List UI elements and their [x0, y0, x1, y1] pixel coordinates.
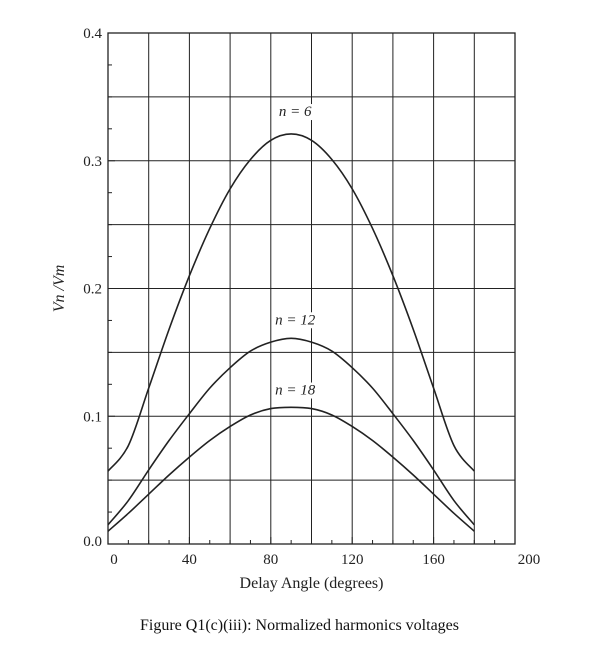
- y-tick-label: 0.4: [83, 26, 102, 42]
- figure-caption: Figure Q1(c)(iii): Normalized harmonics …: [139, 617, 459, 634]
- y-axis-title: Vn /Vm: [51, 265, 68, 313]
- x-tick-label: 80: [263, 552, 278, 568]
- y-tick-label: 0.0: [83, 534, 102, 550]
- series-lines: [107, 133, 475, 532]
- x-tick-label: 200: [518, 552, 541, 568]
- x-tick-label: 0: [110, 552, 118, 568]
- x-axis-title: Delay Angle (degrees): [240, 575, 384, 592]
- series-label: n = 12: [275, 312, 316, 328]
- x-tick-label: 120: [341, 552, 364, 568]
- series-label-background: [273, 312, 318, 329]
- series-label-background: [273, 382, 318, 399]
- series-label: n = 6: [279, 104, 312, 120]
- series-label-background: [276, 104, 315, 121]
- series-line-n12: [107, 337, 475, 526]
- series-line-n6: [107, 133, 475, 472]
- x-tick-label: 160: [422, 552, 445, 568]
- tick-labels: 0 40 80 120 160 200 0.0 0.1 0.2 0.3 0.4: [83, 26, 540, 568]
- series-labels: n = 6 n = 12 n = 18: [273, 104, 318, 399]
- y-tick-label: 0.2: [83, 282, 102, 298]
- chart: 0 40 80 120 160 200 0.0 0.1 0.2 0.3 0.4 n = 6 n = 1…: [51, 26, 540, 592]
- axis-ticks: [107, 32, 516, 545]
- grid: [108, 33, 515, 544]
- y-tick-label: 0.3: [83, 154, 102, 170]
- y-tick-label: 0.1: [83, 409, 102, 425]
- x-tick-label: 40: [182, 552, 197, 568]
- series-label: n = 18: [275, 383, 316, 399]
- series-line-n18: [107, 406, 475, 532]
